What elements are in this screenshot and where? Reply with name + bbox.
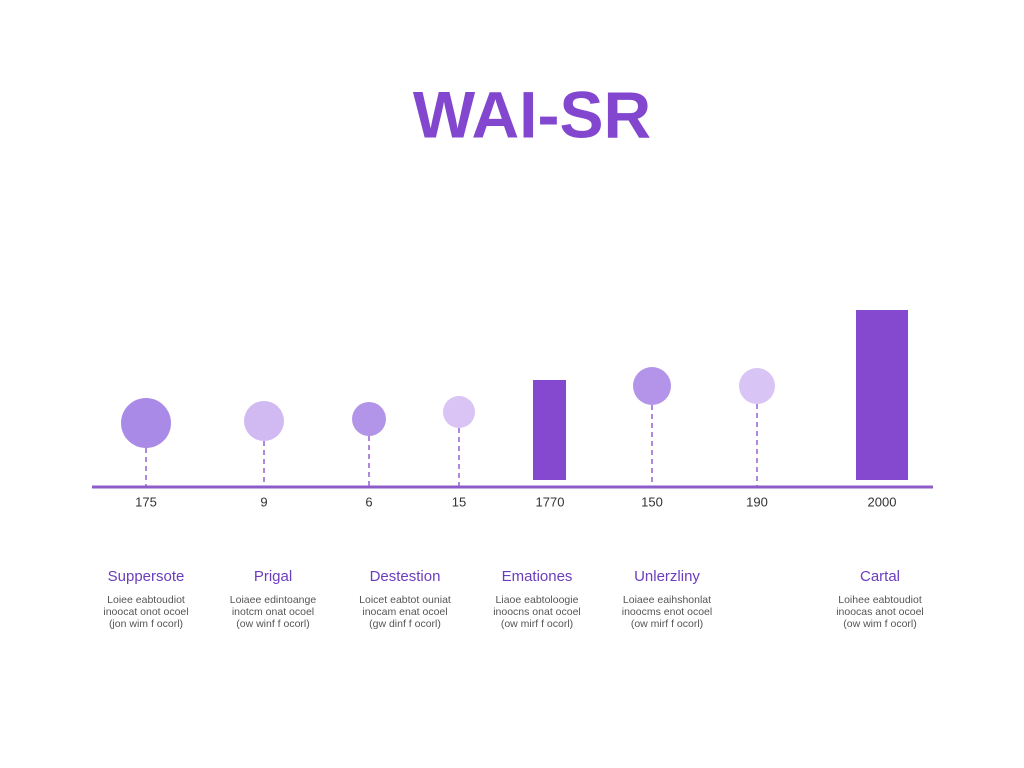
item-description: (ow mirf f ocorl) <box>501 618 573 630</box>
item-description: inoocms enot ocoel <box>622 606 712 618</box>
tick-label: 150 <box>641 494 663 509</box>
tick-label: 15 <box>452 494 466 509</box>
item-description: Loiee eabtoudiot <box>107 594 185 606</box>
item-description: (gw dinf f ocorl) <box>369 618 441 630</box>
item-heading: Suppersote <box>108 568 185 585</box>
item-heading: Emationes <box>502 568 573 585</box>
marker <box>633 367 671 405</box>
tick-label: 190 <box>746 494 768 509</box>
item-description: Liaoe eabtoloogie <box>496 594 579 606</box>
marker <box>244 401 284 441</box>
item-description: Loihee eabtoudiot <box>838 594 922 606</box>
marker <box>121 398 171 448</box>
tick-label: 2000 <box>868 494 897 509</box>
item-description: inoocat onot ocoel <box>103 606 188 618</box>
marker-bar <box>856 310 908 480</box>
marker <box>443 396 475 428</box>
tick-label: 9 <box>260 494 267 509</box>
item-description: inocam enat ocoel <box>362 606 447 618</box>
item-heading: Cartal <box>860 568 900 585</box>
item-heading: Destestion <box>370 568 441 585</box>
marker <box>352 402 386 436</box>
item-description: (jon wim f ocorl) <box>109 618 183 630</box>
title: WAI-SR <box>413 77 651 151</box>
tick-label: 6 <box>365 494 372 509</box>
item-heading: Prigal <box>254 568 292 585</box>
item-description: Loicet eabtot ouniat <box>359 594 451 606</box>
item-description: (ow mirf f ocorl) <box>631 618 703 630</box>
connectors <box>145 404 758 486</box>
item-heading: Unlerzliny <box>634 568 700 585</box>
item-description: Loiaee eaihshonlat <box>623 594 711 606</box>
item-description: inoocas anot ocoel <box>836 606 924 618</box>
tick-label: 175 <box>135 494 157 509</box>
item-description: inoocns onat ocoel <box>493 606 581 618</box>
tick-label: 1770 <box>536 494 565 509</box>
item-description: (ow wim f ocorl) <box>843 618 917 630</box>
item-description: inotcm onat ocoel <box>232 606 314 618</box>
item-description: (ow winf f ocorl) <box>236 618 310 630</box>
item-description: Loiaee edintoange <box>230 594 317 606</box>
marker-bar <box>533 380 566 480</box>
marker <box>739 368 775 404</box>
